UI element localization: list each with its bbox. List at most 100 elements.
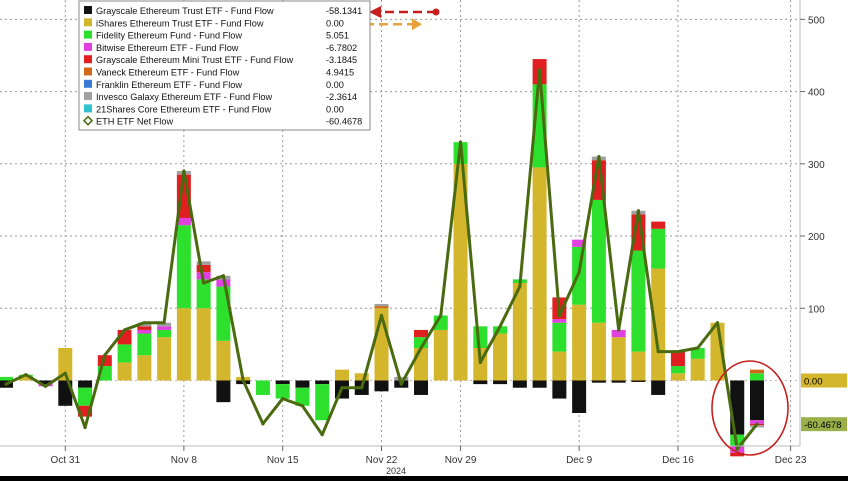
legend-marker [84,6,92,14]
net-flow-line-layer [4,68,759,451]
net-flow-point [419,346,423,350]
bar-segment [453,163,468,381]
bar-segment [117,344,132,363]
net-flow-point [281,396,285,401]
legend-label: Invesco Galaxy Ethereum ETF - Fund Flow [96,92,273,102]
bar-segment [275,380,290,385]
right-axis-labels: 0.00 -60.4678 [801,373,847,432]
bar-segment [473,326,488,348]
bar-segment [374,306,389,309]
net-flow-point [103,353,107,357]
legend: Grayscale Ethereum Trust ETF - Fund Flow… [78,0,371,131]
bar-segment [255,380,270,395]
bar-segment [552,351,567,381]
net-flow-point [162,321,166,325]
bar-segment [38,380,53,385]
y-tick-label: 200 [808,232,825,243]
bar-segment [157,326,172,330]
net-flow-point [182,169,186,173]
bar-segment [414,337,429,348]
orange-arrowhead [412,18,422,31]
net-flow-point [360,386,364,390]
bar-segment [176,225,191,309]
net-flow-point [755,422,759,426]
bar-segment [572,380,587,414]
bar-segment [670,366,685,374]
y-tick-label: 400 [808,88,825,99]
bar-segment [651,228,666,269]
net-flow-point [300,404,305,408]
highlight-circle [711,360,789,456]
bar-segment [631,351,646,381]
bar-segment [750,373,764,381]
net-flow-point [735,447,739,451]
bar-segment [78,405,93,417]
bar-segment [157,329,172,338]
legend-label: 21Shares Core Ethereum ETF - Fund Flow [96,104,272,114]
x-tick-label: Dec 23 [775,455,807,466]
bar-segment [216,340,231,381]
net-flow-point [617,328,621,332]
net-flow-point [636,209,641,213]
legend-label: Vaneck Ethereum ETF - Fund Flow [96,68,240,78]
bar-segment [532,167,547,381]
bar-segment [631,380,646,382]
bar-segment [117,362,132,381]
net-flow-point [577,270,581,274]
bar-segment [631,250,646,352]
bar-segment [512,282,527,381]
legend-marker [84,92,92,101]
y-tick-label: 300 [808,160,825,171]
bar-segment [354,373,369,381]
bar-segment [137,355,152,381]
bar-segment [176,217,191,226]
net-flow-point [478,360,482,365]
bar-segment [78,380,93,388]
bar-segment [532,380,547,388]
x-tick-label: Nov 22 [366,455,398,466]
bar-segment [750,369,764,374]
bar-segment [275,384,290,399]
bar-segment [334,369,349,381]
net-flow-point [656,350,660,354]
net-flow-point [43,384,48,388]
bar-segment [216,380,231,403]
x-tick-label: Nov 15 [267,455,299,466]
bar-segment [552,380,567,399]
legend-marker [84,67,92,76]
bar-segment [651,380,666,395]
net-flow-point [557,313,561,318]
bar-segment [157,322,172,327]
legend-marker [82,115,94,126]
bar-segment [493,326,508,334]
net-flow-point [498,324,502,328]
net-flow-point [379,313,384,318]
net-flow-point [83,425,87,430]
legend-value: -60.4678 [326,117,362,127]
bar-segment [137,326,152,330]
bar-segment [690,358,705,381]
bar-segment [591,380,606,383]
bar-segment [295,387,310,406]
legend-marker [84,18,92,27]
red-arrow-dot [432,8,440,16]
bar-segment [196,264,211,273]
bar-segment [196,308,211,381]
bar-segment [374,303,389,307]
bar-segment [750,380,764,421]
bar-segment [295,380,310,388]
legend-label: ETH ETF Net Flow [96,117,173,127]
legend-marker [84,42,92,51]
legend-value: -58.1341 [326,6,362,16]
net-flow-point [241,378,245,383]
bar-segment [414,329,429,338]
net-flow-point [24,373,28,377]
legend-value: -3.1845 [326,55,357,65]
legend-label: Fidelity Ethereum Fund - Fund Flow [96,31,242,41]
bar-segment [493,333,508,381]
red-arrowhead [369,6,381,18]
right-value-tag [801,373,847,388]
legend-value: -6.7802 [326,43,357,53]
legend-value: 0.00 [326,18,344,28]
